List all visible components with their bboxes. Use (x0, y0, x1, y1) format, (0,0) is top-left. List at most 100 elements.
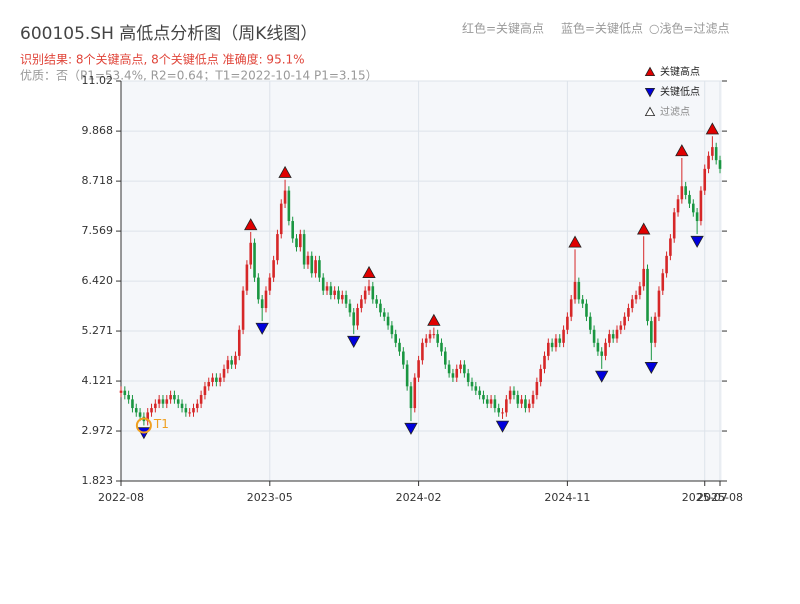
header-legend: 红色=关键高点 (462, 21, 544, 36)
candle-body (432, 334, 436, 336)
legend-label: 关键高点 (660, 65, 700, 78)
candle-body (390, 325, 394, 335)
key-low-marker (404, 422, 418, 435)
candle-body (688, 194, 691, 204)
candle-body (363, 290, 367, 300)
candle-body (646, 268, 649, 322)
candle-body (588, 316, 592, 330)
candle-body (474, 386, 478, 391)
candle-body (196, 403, 199, 409)
candle-body (642, 268, 645, 287)
candle-body (138, 412, 142, 417)
candle-body (340, 294, 344, 300)
candle-body (367, 286, 371, 291)
candle-body (516, 395, 520, 404)
candle-body (371, 286, 375, 300)
x-tick-label: 2022-08 (98, 491, 144, 504)
candle-body (470, 381, 474, 387)
candle-body (455, 368, 459, 378)
key-high-marker (244, 218, 258, 231)
candle-body (657, 290, 661, 317)
candle-body (505, 399, 508, 413)
candle-body (493, 399, 497, 409)
candle-body (249, 242, 253, 265)
candle-body (134, 408, 138, 413)
candle-body (615, 329, 619, 339)
candle-body (154, 403, 157, 409)
candle-body (527, 403, 531, 409)
candle-body (508, 390, 512, 400)
candle-body (230, 360, 233, 365)
key-high-marker (637, 222, 651, 235)
candle-body (386, 316, 390, 326)
candle-body (680, 186, 684, 200)
candle-body (684, 186, 687, 195)
candle-body (302, 234, 306, 265)
legend-label: 关键低点 (660, 85, 700, 98)
candle-body (638, 286, 642, 295)
candle-body (310, 255, 314, 274)
candle-body (291, 221, 294, 239)
candle-body (611, 334, 615, 339)
candle-body (318, 260, 321, 278)
candle-body (264, 290, 268, 309)
candle-body (669, 238, 672, 256)
candle-body (592, 329, 596, 343)
candle-body (524, 399, 527, 409)
candle-body (619, 325, 623, 330)
candle-body (253, 242, 256, 278)
key-high-marker (427, 313, 441, 326)
candle-body (287, 190, 291, 222)
t1-label: T1 (153, 417, 169, 431)
header-legend: 蓝色=关键低点 (561, 22, 643, 36)
candle-body (295, 238, 298, 248)
candle-body (226, 360, 230, 369)
candle-body (413, 377, 417, 409)
candle-body (543, 355, 546, 369)
candle-body (245, 264, 249, 291)
candle-body (199, 395, 203, 404)
candle-body (409, 386, 413, 409)
chart-title: 600105.SH 高低点分析图（周K线图） (20, 24, 317, 44)
candle-body (222, 368, 226, 378)
candle-body (402, 351, 405, 365)
legend-marker (644, 88, 656, 98)
candle-body (535, 381, 539, 396)
key-low-marker (690, 235, 704, 248)
candle-body (398, 342, 401, 352)
t1-circle (135, 417, 152, 434)
candle-body (650, 321, 653, 343)
candle-body (131, 399, 134, 409)
legend-marker (644, 66, 656, 76)
candle-body (485, 399, 489, 404)
candle-body (180, 403, 184, 409)
candle-body (348, 303, 352, 313)
candle-body (421, 342, 424, 361)
candle-body (703, 168, 707, 191)
candle-body (695, 212, 699, 222)
candle-body (314, 260, 317, 274)
y-tick-label: 2.972 (82, 424, 114, 437)
candle-body (127, 395, 130, 400)
candle-body (520, 399, 523, 404)
candle-body (276, 234, 279, 261)
candle-body (512, 390, 516, 396)
candle-body (218, 377, 222, 382)
header-legend: ○浅色=过滤点 (649, 22, 730, 36)
candle-body (257, 277, 260, 300)
candle-body (344, 294, 348, 304)
candle-body (211, 377, 214, 382)
candle-body (146, 412, 150, 422)
x-tick-label: 2023-05 (247, 491, 293, 504)
candle-body (325, 286, 329, 291)
subtitle: 识别结果: 8个关键高点, 8个关键低点 准确度: 95.1% (20, 52, 305, 67)
candle-body (161, 399, 165, 404)
y-tick-label: 7.569 (82, 224, 114, 237)
candle-body (604, 342, 607, 356)
candle-body (482, 395, 485, 400)
candle-body (394, 334, 398, 343)
note: 优质：否（P1=53.4%, R2=0.64；T1=2022-10-14 P1=… (20, 69, 378, 83)
key-high-marker (705, 122, 720, 135)
candle-body (585, 303, 588, 317)
candle-body (123, 390, 127, 396)
